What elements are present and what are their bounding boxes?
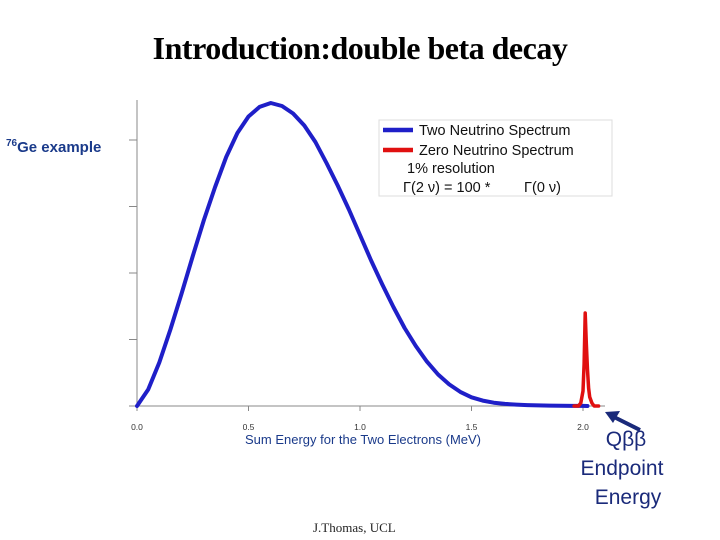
endpoint-label: Endpoint: [580, 457, 664, 480]
x-tick-label: 2.0: [577, 422, 589, 432]
legend-box: [378, 119, 613, 197]
example-label-text: Ge example: [17, 139, 102, 156]
x-tick-label: 1.0: [354, 422, 366, 432]
q-beta-beta-label: Qββ: [605, 428, 647, 451]
legend-note-ratio: Γ(2 ν) = 100 *: [403, 180, 491, 196]
endpoint-arrow-head: [605, 411, 620, 423]
x-tick-label: 1.5: [466, 422, 478, 432]
chart-legend: Two Neutrino Spectrum Zero Neutrino Spect…: [378, 119, 613, 197]
endpoint-arrow: [605, 411, 641, 432]
slide-title: Introduction:double beta decay: [152, 30, 568, 66]
isotope-mass-number: 76: [6, 138, 18, 149]
example-label: 76Ge example: [6, 138, 101, 156]
endpoint-arrow-line: [611, 414, 641, 432]
chart-series: [135, 101, 601, 408]
footer-author: J.Thomas, UCL: [313, 520, 396, 535]
two-neutrino-spectrum-line: [135, 101, 590, 408]
legend-note-resolution: 1% resolution: [407, 161, 495, 177]
x-tick-label: 0.0: [131, 422, 143, 432]
energy-label: Energy: [594, 486, 662, 509]
legend-label-two-neutrino: Two Neutrino Spectrum: [419, 123, 571, 139]
legend-label-zero-neutrino: Zero Neutrino Spectrum: [419, 143, 574, 159]
x-axis-label: Sum Energy for the Two Electrons (MeV): [245, 432, 481, 447]
x-tick-label: 0.5: [243, 422, 255, 432]
legend-note-gamma-zero: Γ(0 ν): [524, 180, 561, 196]
zero-neutrino-spectrum-line: [572, 311, 601, 408]
